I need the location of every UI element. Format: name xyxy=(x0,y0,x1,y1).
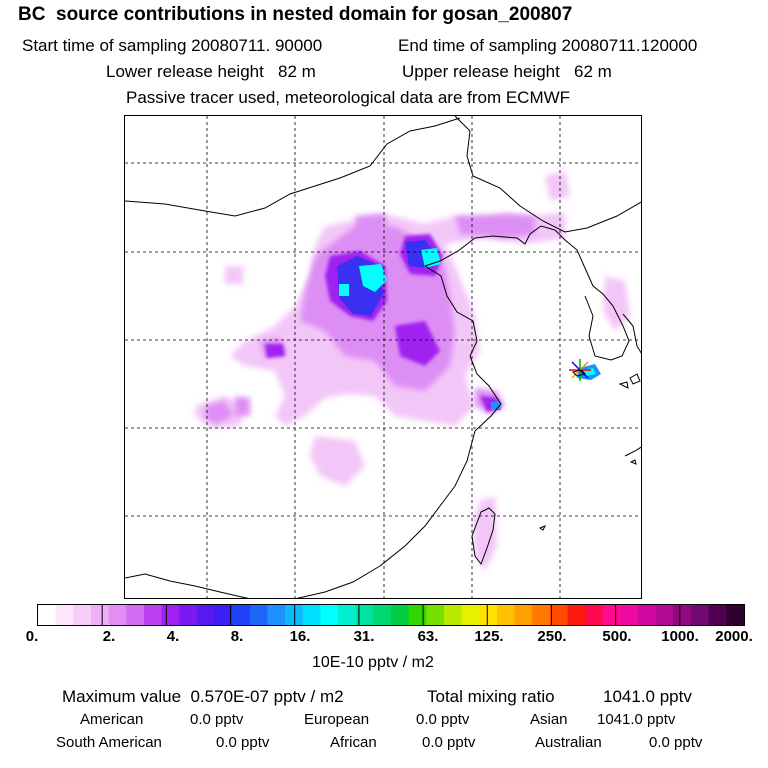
colorbar-swatch xyxy=(514,605,533,625)
colorbar-swatch xyxy=(249,605,268,625)
colorbar-swatch xyxy=(267,605,286,625)
plume-core-teal xyxy=(491,402,501,410)
colorbar-swatch xyxy=(655,605,674,625)
lower-release-height: Lower release height 82 m xyxy=(106,62,316,81)
colorbar-swatches xyxy=(38,605,744,625)
colorbar-tick-5: 31. xyxy=(353,628,375,645)
colorbar-swatch xyxy=(479,605,498,625)
european-value: 0.0 pptv xyxy=(416,711,470,728)
max-value: Maximum value 0.570E-07 pptv / m2 xyxy=(62,687,344,706)
colorbar-swatch xyxy=(567,605,586,625)
colorbar-swatch xyxy=(673,605,692,625)
colorbar-tick-1: 2. xyxy=(102,628,116,645)
coastlines xyxy=(125,116,641,598)
colorbar-swatch xyxy=(179,605,198,625)
african-label: African xyxy=(330,734,377,751)
colorbar-swatch xyxy=(285,605,304,625)
colorbar-swatch xyxy=(73,605,92,625)
colorbar-tick-10: 1000. xyxy=(661,628,699,645)
colorbar-swatch xyxy=(232,605,251,625)
colorbar-tick-3: 8. xyxy=(230,628,244,645)
plume-core-cyan xyxy=(339,248,441,296)
taiwan-outline xyxy=(471,507,496,566)
map-canvas xyxy=(125,116,641,598)
american-value: 0.0 pptv xyxy=(190,711,244,728)
colorbar-swatch xyxy=(426,605,445,625)
start-time: Start time of sampling 20080711. 90000 xyxy=(22,36,323,55)
colorbar-swatch xyxy=(126,605,145,625)
colorbar-swatch xyxy=(355,605,374,625)
colorbar-swatch xyxy=(90,605,110,625)
colorbar-swatch xyxy=(108,605,127,625)
asian-value: 1041.0 pptv xyxy=(597,711,676,728)
south-american-label: South American xyxy=(56,734,162,751)
colorbar-swatch xyxy=(391,605,410,625)
colorbar-swatch xyxy=(214,605,233,625)
asian-label: Asian xyxy=(530,711,568,728)
colorbar-swatch xyxy=(638,605,657,625)
end-time: End time of sampling 20080711.120000 xyxy=(398,36,698,55)
colorbar-swatch xyxy=(532,605,551,625)
colorbar-swatch xyxy=(408,605,427,625)
colorbar-tick-6: 63. xyxy=(417,628,439,645)
colorbar-tick-8: 250. xyxy=(537,628,567,645)
colorbar-swatch xyxy=(338,605,357,625)
plot-title: BC source contributions in nested domain… xyxy=(18,4,573,25)
colorbar-swatch xyxy=(496,605,516,625)
lat-lon-grid xyxy=(125,116,641,598)
colorbar-swatch xyxy=(161,605,180,625)
colorbar-swatch xyxy=(55,605,74,625)
australian-label: Australian xyxy=(535,734,602,751)
colorbar xyxy=(37,604,745,626)
colorbar-swatch xyxy=(320,605,339,625)
american-label: American xyxy=(80,711,144,728)
colorbar-swatch xyxy=(602,605,621,625)
colorbar-units: 10E-10 pptv / m2 xyxy=(312,654,434,671)
jeju-outline xyxy=(572,369,586,377)
colorbar-swatch xyxy=(708,605,727,625)
australian-value: 0.0 pptv xyxy=(649,734,703,751)
colorbar-swatch xyxy=(443,605,463,625)
colorbar-swatch xyxy=(196,605,215,625)
south-american-value: 0.0 pptv xyxy=(216,734,270,751)
colorbar-swatch xyxy=(38,605,57,625)
european-label: European xyxy=(304,711,370,728)
colorbar-swatch xyxy=(585,605,604,625)
colorbar-swatch xyxy=(726,605,744,625)
colorbar-tick-2: 4. xyxy=(166,628,180,645)
african-value: 0.0 pptv xyxy=(422,734,476,751)
upper-release-height: Upper release height 62 m xyxy=(402,62,612,81)
total-mixing-ratio-label: Total mixing ratio xyxy=(427,687,555,706)
colorbar-swatch xyxy=(143,605,163,625)
colorbar-swatch xyxy=(373,605,392,625)
colorbar-swatch xyxy=(461,605,480,625)
colorbar-tick-9: 500. xyxy=(602,628,632,645)
colorbar-swatch xyxy=(691,605,710,625)
colorbar-swatch xyxy=(302,605,321,625)
colorbar-swatch xyxy=(549,605,568,625)
colorbar-tick-7: 125. xyxy=(474,628,504,645)
total-mixing-ratio-value: 1041.0 pptv xyxy=(603,687,692,706)
tracer-info: Passive tracer used, meteorological data… xyxy=(126,88,571,107)
colorbar-tick-11: 2000. xyxy=(715,628,753,645)
colorbar-tick-4: 16. xyxy=(289,628,311,645)
map-panel xyxy=(124,115,642,599)
colorbar-tick-0: 0. xyxy=(25,628,39,645)
colorbar-swatch xyxy=(620,605,639,625)
